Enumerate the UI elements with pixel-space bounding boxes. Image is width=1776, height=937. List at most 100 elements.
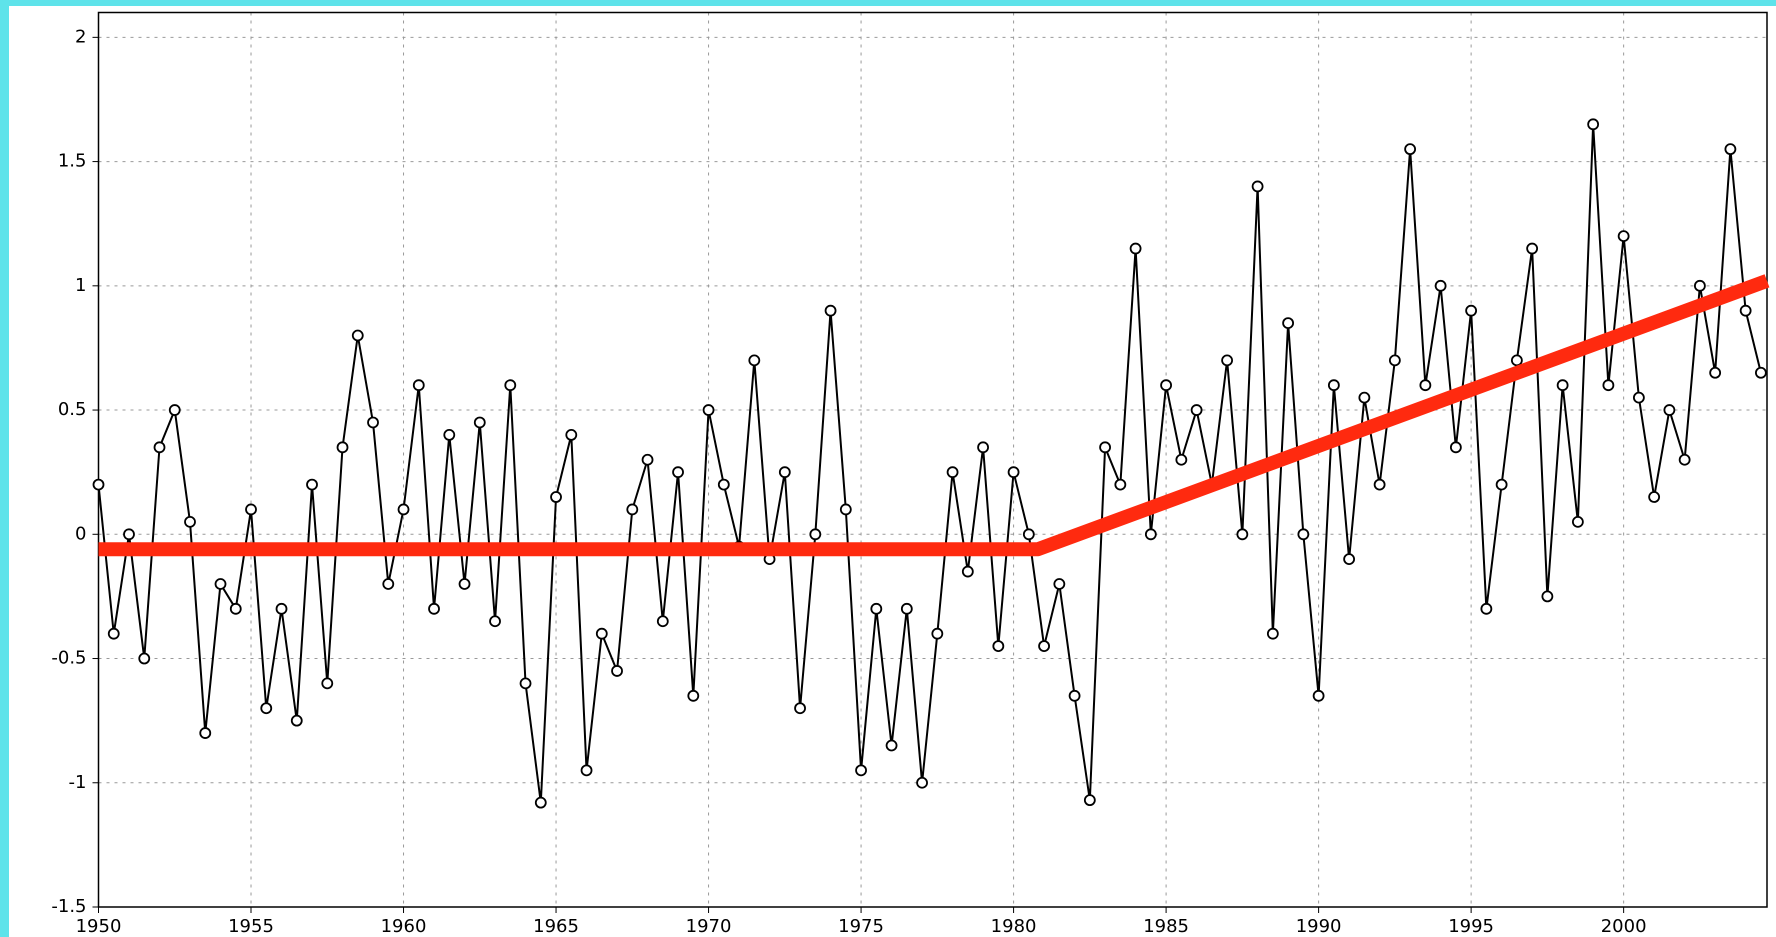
y-tick-label: 1.5 (58, 151, 87, 172)
x-tick-label: 1995 (1448, 916, 1494, 937)
data-point (1648, 491, 1661, 503)
data-point (580, 764, 593, 777)
y-tick-label: 1 (75, 275, 86, 296)
data-point (1556, 379, 1569, 392)
data-point (1495, 478, 1508, 491)
data-line (97, 123, 1762, 804)
data-point (824, 304, 837, 317)
y-tick-label: -1.5 (51, 896, 86, 917)
data-point (504, 379, 517, 392)
data-point (92, 478, 105, 491)
data-point (229, 602, 242, 615)
data-point (1373, 478, 1386, 491)
data-point (1175, 453, 1188, 466)
data-point (428, 602, 440, 615)
data-point (153, 441, 166, 454)
data-point (931, 627, 944, 640)
data-point (946, 466, 959, 479)
data-point (1236, 528, 1249, 541)
data-point (855, 764, 867, 777)
data-point (1251, 180, 1264, 193)
data-point (1221, 354, 1234, 367)
data-point (687, 689, 700, 702)
data-point (1343, 553, 1356, 566)
data-point (1678, 453, 1691, 466)
data-point (458, 578, 471, 590)
data-point (1312, 689, 1325, 702)
data-point (138, 652, 151, 665)
data-point (1144, 528, 1157, 541)
x-tick-label: 2000 (1601, 916, 1647, 937)
data-point (1129, 242, 1142, 255)
data-point (870, 602, 883, 615)
data-point (321, 677, 334, 690)
data-point (382, 578, 395, 590)
data-point (748, 354, 761, 367)
data-point (1724, 143, 1737, 156)
data-point (778, 466, 791, 479)
data-point (214, 578, 227, 590)
data-point (1160, 379, 1172, 392)
data-point (1465, 304, 1478, 317)
data-point (290, 714, 303, 727)
data-point (123, 528, 135, 541)
data-point (489, 615, 501, 628)
x-tick-label: 1985 (1143, 916, 1189, 937)
data-point (260, 702, 273, 715)
data-point (1358, 391, 1371, 404)
data-point (641, 453, 654, 466)
data-point (1404, 143, 1417, 156)
data-point (1693, 279, 1706, 292)
data-point (199, 727, 212, 739)
data-point (992, 640, 1005, 653)
data-point (1282, 317, 1295, 329)
data-point (397, 503, 410, 516)
data-point (1754, 366, 1767, 379)
data-point (1022, 528, 1035, 541)
data-point (1449, 441, 1462, 454)
data-point (1099, 441, 1111, 454)
data-point (1526, 242, 1539, 255)
data-point (961, 565, 974, 578)
data-point (1571, 515, 1584, 528)
data-point (1266, 627, 1279, 640)
y-tick-label: -0.5 (51, 648, 86, 669)
trend-line (98, 274, 1770, 557)
data-point (473, 416, 486, 429)
data-point (107, 627, 120, 640)
data-point (367, 416, 379, 429)
data-point (717, 478, 730, 491)
data-point (1388, 354, 1401, 367)
data-point (611, 665, 623, 677)
data-point (1739, 304, 1752, 317)
x-tick-label: 1970 (686, 916, 732, 937)
x-tick-label: 1990 (1296, 916, 1342, 937)
y-tick-label: -1 (69, 772, 87, 793)
data-point (519, 677, 532, 690)
x-tick-label: 1955 (228, 916, 274, 937)
x-tick-label: 1950 (76, 916, 122, 937)
x-tick-label: 1975 (838, 916, 884, 937)
x-tick-label: 1980 (991, 916, 1037, 937)
data-point (1114, 478, 1127, 491)
data-point (1297, 528, 1310, 541)
data-point (1038, 640, 1050, 653)
data-point (412, 379, 425, 392)
data-point (1053, 578, 1066, 590)
data-point (184, 515, 196, 528)
data-point (306, 478, 318, 491)
data-point (1510, 354, 1523, 367)
data-point (1541, 590, 1554, 603)
data-point (916, 776, 928, 789)
data-point (1434, 279, 1447, 292)
data-point (443, 429, 456, 441)
data-point (809, 528, 822, 541)
data-point (336, 441, 349, 454)
y-tick-label: 0 (75, 523, 86, 544)
data-point (168, 404, 181, 416)
data-point (1709, 366, 1722, 379)
data-point (595, 627, 608, 640)
data-point (626, 503, 639, 516)
